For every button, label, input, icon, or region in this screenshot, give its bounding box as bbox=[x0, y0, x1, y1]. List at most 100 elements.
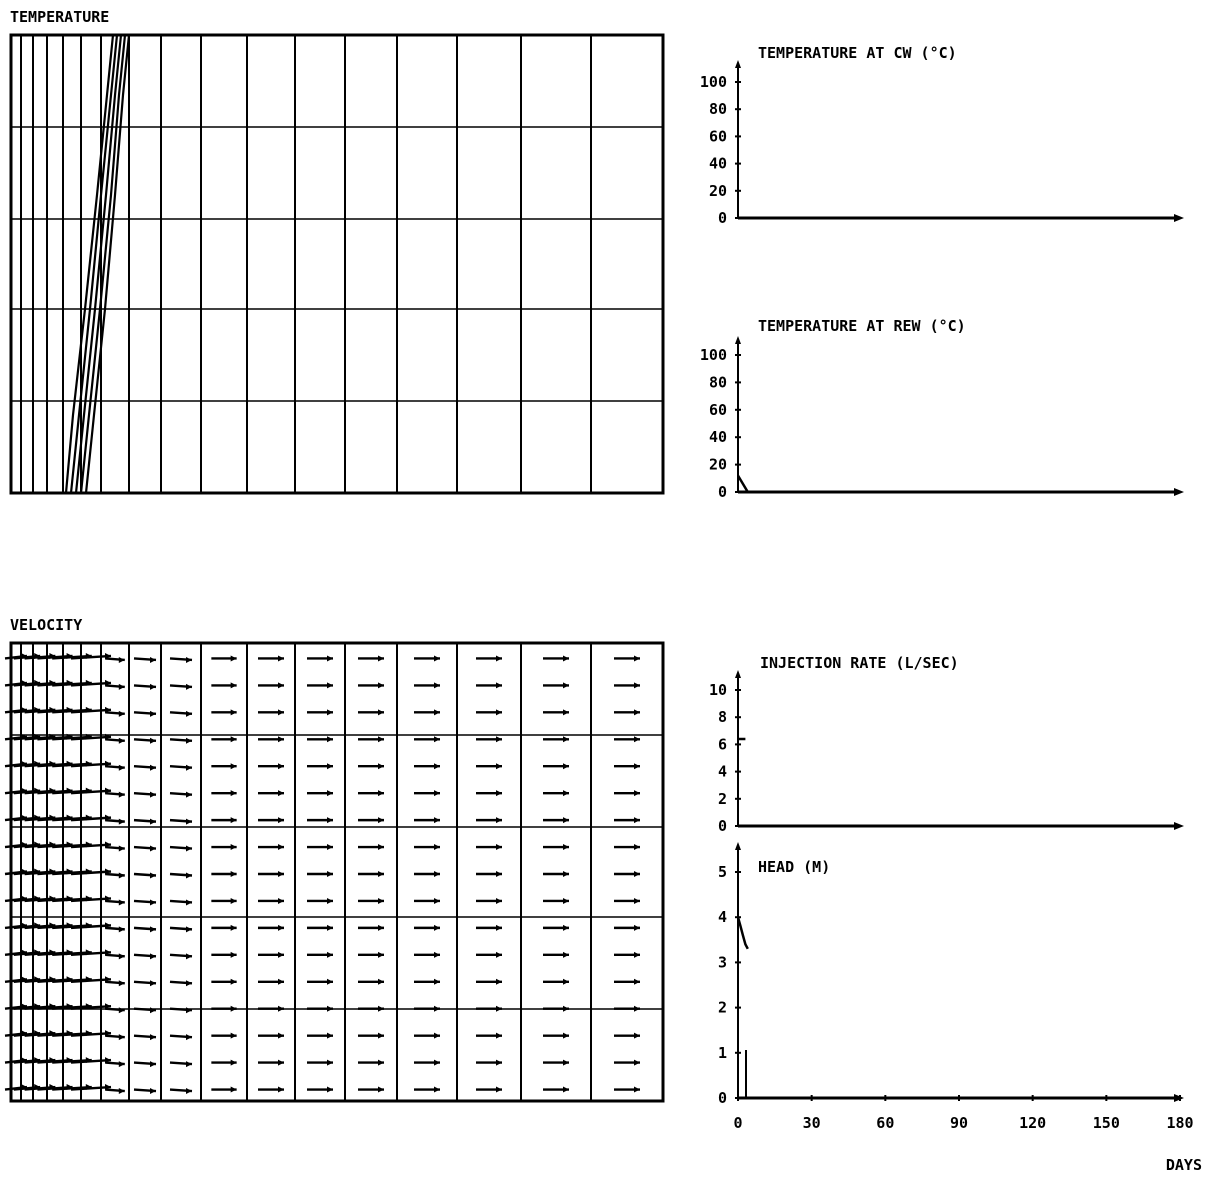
temperature-grid bbox=[9, 33, 665, 495]
y-tick-label: 4 bbox=[718, 908, 727, 926]
velocity-arrowhead bbox=[186, 845, 192, 852]
velocity-arrowhead bbox=[230, 736, 237, 743]
temp-rew-title: TEMPERATURE AT REW (°C) bbox=[758, 317, 966, 335]
velocity-arrowhead bbox=[634, 897, 640, 904]
velocity-arrowhead bbox=[278, 709, 284, 716]
velocity-arrowhead bbox=[496, 978, 502, 985]
velocity-arrowhead bbox=[327, 736, 333, 743]
y-tick-label: 10 bbox=[709, 681, 727, 699]
velocity-arrowhead bbox=[278, 871, 284, 877]
velocity-arrow bbox=[70, 1058, 112, 1064]
y-tick-label: 40 bbox=[709, 428, 727, 446]
velocity-arrowhead bbox=[150, 845, 156, 852]
velocity-arrowhead bbox=[378, 736, 384, 743]
velocity-arrowhead bbox=[186, 1088, 192, 1095]
velocity-arrowhead bbox=[186, 899, 192, 906]
velocity-arrowhead bbox=[378, 871, 384, 877]
velocity-arrowhead bbox=[634, 1005, 640, 1012]
velocity-arrowhead bbox=[634, 763, 640, 770]
velocity-arrowhead bbox=[118, 926, 125, 933]
velocity-arrows bbox=[4, 652, 640, 1095]
velocity-arrowhead bbox=[118, 1061, 125, 1068]
velocity-arrowhead bbox=[186, 872, 192, 879]
velocity-arrowhead bbox=[327, 978, 333, 985]
velocity-arrowhead bbox=[327, 709, 333, 716]
velocity-arrowhead bbox=[230, 817, 237, 824]
velocity-arrowhead bbox=[150, 926, 156, 933]
velocity-arrowhead bbox=[118, 980, 125, 987]
velocity-arrowhead bbox=[118, 764, 125, 771]
isotherm-line bbox=[69, 34, 119, 494]
velocity-arrowhead bbox=[563, 682, 569, 689]
y-tick-label: 40 bbox=[709, 155, 727, 173]
velocity-arrowhead bbox=[150, 872, 156, 879]
velocity-arrowhead bbox=[378, 1032, 384, 1039]
velocity-arrowhead bbox=[118, 818, 125, 825]
velocity-arrowhead bbox=[186, 764, 192, 771]
y-tick-label: 0 bbox=[718, 1089, 727, 1107]
velocity-arrowhead bbox=[150, 899, 156, 906]
velocity-arrowhead bbox=[496, 871, 502, 877]
velocity-arrowhead bbox=[496, 951, 502, 958]
velocity-arrowhead bbox=[150, 953, 156, 960]
velocity-arrow bbox=[70, 654, 112, 660]
velocity-arrowhead bbox=[186, 926, 192, 933]
y-tick-label: 8 bbox=[718, 708, 727, 726]
y-tick-label: 60 bbox=[709, 401, 727, 419]
velocity-arrowhead bbox=[150, 1034, 156, 1041]
velocity-arrowhead bbox=[378, 682, 384, 689]
velocity-arrowhead bbox=[563, 844, 569, 851]
velocity-arrowhead bbox=[186, 656, 192, 663]
velocity-arrowhead bbox=[496, 844, 502, 851]
velocity-arrowhead bbox=[434, 736, 440, 743]
velocity-arrowhead bbox=[434, 763, 440, 770]
velocity-arrowhead bbox=[230, 763, 237, 770]
x-tick-label: 150 bbox=[1093, 1114, 1120, 1132]
velocity-arrowhead bbox=[563, 897, 569, 904]
velocity-arrowhead bbox=[496, 817, 502, 824]
velocity-arrowhead bbox=[186, 1061, 192, 1068]
velocity-arrowhead bbox=[186, 1034, 192, 1041]
velocity-arrow bbox=[70, 789, 112, 795]
injection-title: INJECTION RATE (L/SEC) bbox=[760, 654, 959, 672]
x-tick-label: 0 bbox=[733, 1114, 742, 1132]
velocity-arrowhead bbox=[230, 1086, 237, 1093]
velocity-arrowhead bbox=[634, 655, 640, 662]
velocity-arrowhead bbox=[118, 899, 125, 906]
velocity-arrowhead bbox=[118, 872, 125, 879]
velocity-arrowhead bbox=[634, 709, 640, 716]
velocity-arrowhead bbox=[186, 737, 192, 744]
velocity-arrowhead bbox=[634, 682, 640, 689]
velocity-arrowhead bbox=[434, 1086, 440, 1093]
y-axis-arrow bbox=[735, 336, 741, 344]
temp-cw-title: TEMPERATURE AT CW (°C) bbox=[758, 44, 957, 62]
velocity-arrowhead bbox=[327, 1059, 333, 1066]
y-tick-label: 1 bbox=[718, 1044, 727, 1062]
velocity-arrow bbox=[70, 951, 112, 957]
velocity-arrowhead bbox=[118, 845, 125, 852]
velocity-arrowhead bbox=[634, 924, 640, 931]
velocity-arrowhead bbox=[327, 1005, 333, 1012]
velocity-arrowhead bbox=[186, 683, 192, 690]
velocity-arrowhead bbox=[563, 951, 569, 958]
velocity-arrowhead bbox=[378, 951, 384, 958]
velocity-arrowhead bbox=[634, 978, 640, 985]
velocity-arrow bbox=[70, 762, 112, 768]
x-tick-label: 30 bbox=[803, 1114, 821, 1132]
velocity-arrowhead bbox=[230, 1059, 237, 1066]
velocity-arrowhead bbox=[150, 683, 156, 690]
velocity-arrowhead bbox=[230, 844, 237, 851]
velocity-arrowhead bbox=[378, 817, 384, 824]
velocity-arrowhead bbox=[278, 978, 284, 985]
velocity-arrowhead bbox=[230, 978, 237, 985]
x-axis-arrow bbox=[1174, 822, 1184, 830]
velocity-arrow bbox=[70, 924, 112, 930]
velocity-arrowhead bbox=[634, 951, 640, 958]
velocity-arrowhead bbox=[186, 791, 192, 798]
velocity-arrowhead bbox=[118, 1034, 125, 1041]
velocity-arrowhead bbox=[150, 1061, 156, 1068]
y-axis-arrow bbox=[735, 60, 741, 68]
y-axis-arrow bbox=[735, 842, 741, 850]
velocity-arrowhead bbox=[278, 1086, 284, 1093]
velocity-arrowhead bbox=[118, 683, 125, 690]
